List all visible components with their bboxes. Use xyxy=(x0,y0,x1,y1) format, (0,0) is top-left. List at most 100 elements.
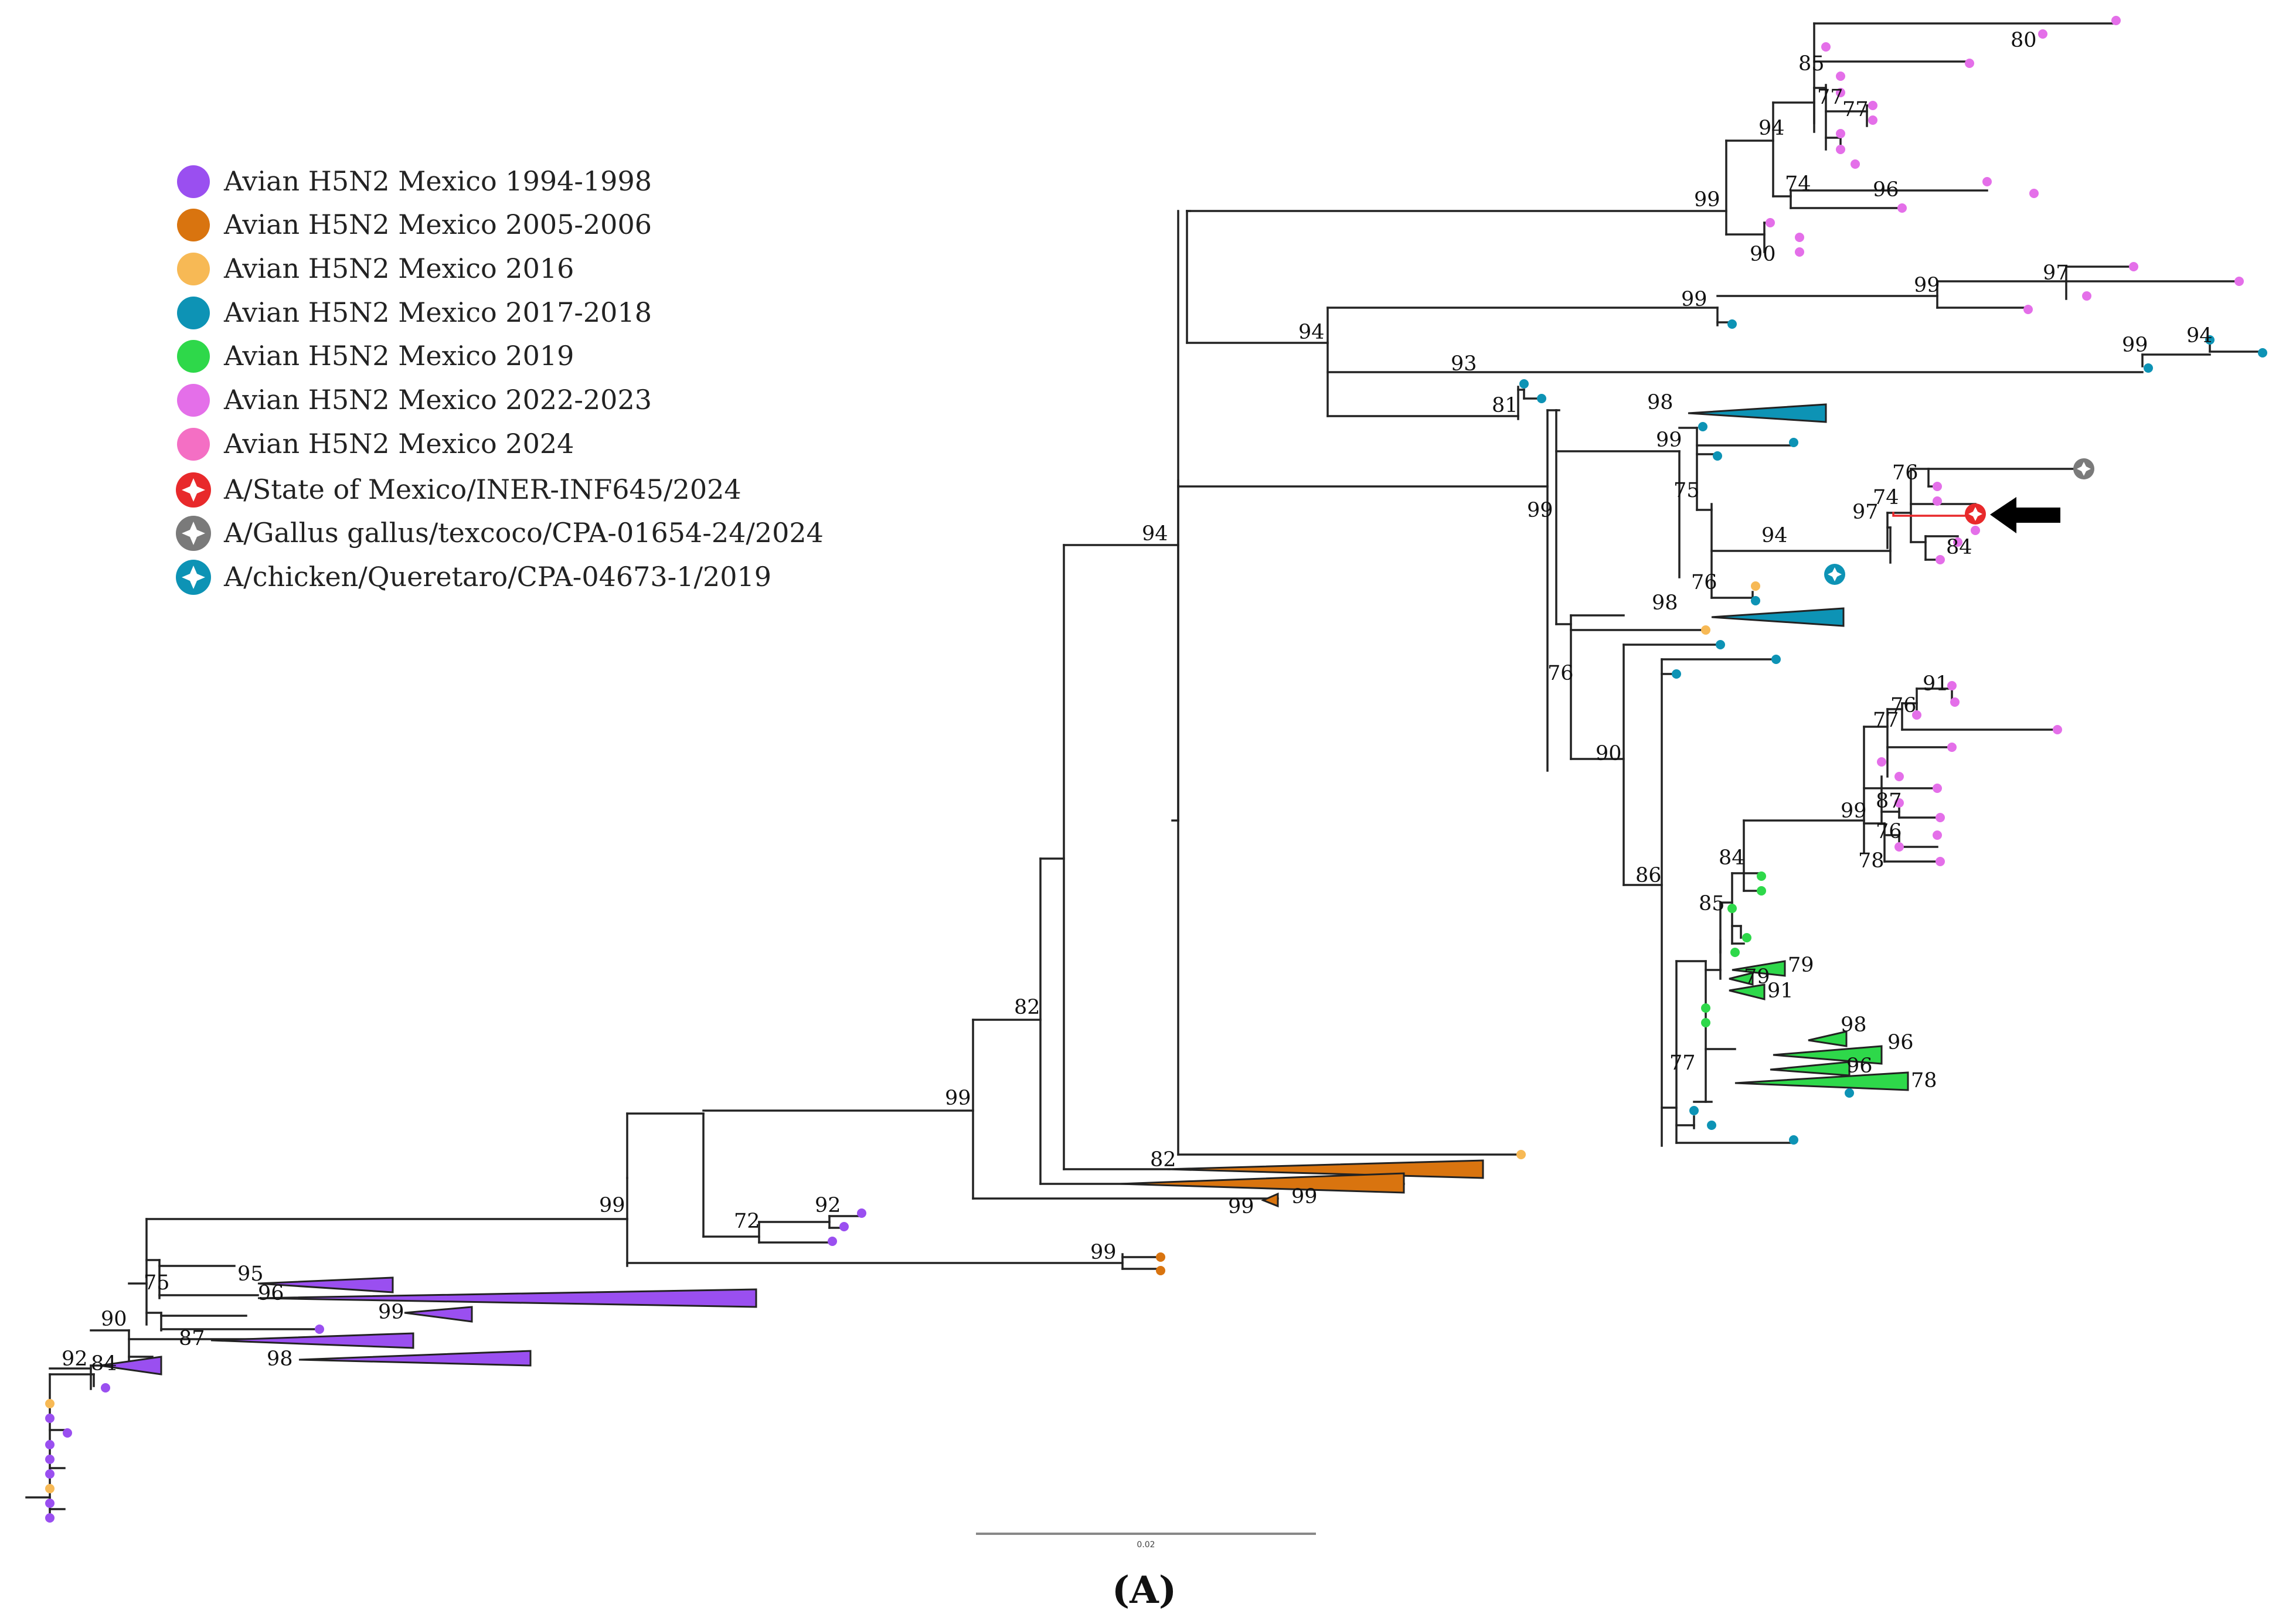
tip-dot-teal xyxy=(1713,451,1722,461)
tip-dot-pink xyxy=(1947,743,1957,752)
tip-dot-pink xyxy=(1821,42,1831,52)
legend-circle-icon-1994-1998 xyxy=(177,165,210,198)
tip-dot-pink xyxy=(1877,757,1886,767)
bootstrap-value: 78 xyxy=(1911,1069,1937,1092)
bootstrap-value: 77 xyxy=(1669,1051,1696,1075)
legend-label: Avian H5N2 Mexico 2022-2023 xyxy=(223,384,652,416)
legend-label: Avian H5N2 Mexico 2024 xyxy=(223,428,574,459)
clade-triangle-teal xyxy=(1711,607,1845,627)
legend-star-marker-icon-queretaro xyxy=(176,560,211,595)
tip-dot-purple xyxy=(101,1383,110,1393)
tip-star-marker-iner xyxy=(1965,503,1986,525)
tip-star-marker-texcoco xyxy=(2073,458,2094,479)
tip-dot-pink xyxy=(1836,145,1845,154)
tip-dot-teal xyxy=(2205,335,2215,345)
tip-dot-pink xyxy=(1836,129,1845,138)
tip-dot-pink xyxy=(1982,177,1992,186)
clade-triangle-green xyxy=(1808,1030,1848,1047)
tip-dot-purple xyxy=(45,1455,55,1464)
tip-dot-yellow xyxy=(1701,625,1710,635)
tip-dot-pink xyxy=(1947,681,1957,690)
bootstrap-value: 90 xyxy=(1596,742,1622,765)
tip-dot-yellow xyxy=(1751,581,1760,591)
tip-dot-pink xyxy=(1971,526,1980,535)
clade-triangle-green xyxy=(1734,1071,1909,1091)
bootstrap-value: 94 xyxy=(1758,117,1785,140)
legend-label: Avian H5N2 Mexico 2017-2018 xyxy=(223,297,652,328)
bootstrap-value: 84 xyxy=(1719,846,1745,870)
tip-dot-teal xyxy=(1672,669,1681,679)
legend-circle-icon-2019 xyxy=(177,340,210,373)
clade-triangle-purple xyxy=(404,1306,473,1323)
bootstrap-value: 99 xyxy=(1228,1195,1254,1218)
bootstrap-value: 87 xyxy=(179,1327,205,1350)
bootstrap-value: 87 xyxy=(1876,789,1902,813)
tip-dot-teal xyxy=(1707,1121,1716,1130)
bootstrap-value: 85 xyxy=(1699,892,1725,915)
bootstrap-value: 77 xyxy=(1842,98,1869,121)
tip-markers xyxy=(45,16,2267,1523)
tip-dot-purple xyxy=(45,1414,55,1423)
bootstrap-value: 98 xyxy=(1647,391,1673,414)
tip-dot-purple xyxy=(839,1222,849,1231)
tip-dot-purple xyxy=(45,1499,55,1508)
legend-circle-icon-2016 xyxy=(177,253,210,285)
tip-dot-teal xyxy=(1727,319,1737,329)
legend-label: A/Gallus gallus/texcoco/CPA-01654-24/202… xyxy=(223,517,824,549)
bootstrap-value: 99 xyxy=(1291,1185,1318,1208)
bootstrap-value: 95 xyxy=(237,1262,264,1286)
legend-circle-icon-2005-2006 xyxy=(177,209,210,241)
bootstrap-value: 96 xyxy=(1873,178,1899,202)
bootstrap-value: 92 xyxy=(62,1347,88,1371)
bootstrap-value: 77 xyxy=(1873,709,1899,732)
tip-dot-teal xyxy=(1789,438,1798,447)
bootstrap-value: 76 xyxy=(1892,461,1919,485)
tip-dot-teal xyxy=(1751,596,1760,605)
bootstrap-value: 93 xyxy=(1451,352,1477,376)
bootstrap-value: 86 xyxy=(1635,864,1662,887)
bootstrap-value: 90 xyxy=(1750,243,1776,266)
tip-dot-pink xyxy=(1894,842,1904,852)
bootstrap-value: 75 xyxy=(144,1271,170,1295)
tip-dot-pink xyxy=(1933,482,1942,491)
bootstrap-value: 85 xyxy=(1798,52,1825,76)
tip-dot-pink xyxy=(1894,772,1904,781)
bootstrap-value: 98 xyxy=(267,1347,293,1371)
tip-dot-teal xyxy=(1789,1135,1798,1145)
clade-triangle-orange xyxy=(1119,1172,1405,1194)
tip-dot-pink xyxy=(2023,305,2033,314)
legend-label: A/State of Mexico/INER-INF645/2024 xyxy=(223,474,741,505)
legend-label: Avian H5N2 Mexico 2005-2006 xyxy=(223,209,652,240)
bootstrap-value: 82 xyxy=(1150,1148,1176,1172)
bootstrap-value: 74 xyxy=(1785,172,1811,196)
tip-dot-pink xyxy=(2129,262,2138,271)
bootstrap-value: 94 xyxy=(1761,524,1788,547)
bootstrap-value: 99 xyxy=(1914,274,1940,297)
tip-dot-orange xyxy=(1156,1266,1165,1275)
tip-dot-teal xyxy=(1689,1106,1699,1115)
tip-dot-pink xyxy=(1894,798,1904,808)
tip-dot-purple xyxy=(828,1237,837,1246)
tip-dot-pink xyxy=(1936,813,1945,822)
legend: Avian H5N2 Mexico 1994-1998 Avian H5N2 M… xyxy=(176,165,824,595)
tip-dot-pink xyxy=(1868,115,1877,125)
tip-dot-pink xyxy=(1795,247,1804,257)
tip-dot-pink xyxy=(2082,291,2091,301)
bootstrap-value: 82 xyxy=(1014,996,1040,1019)
bootstrap-value: 99 xyxy=(2122,333,2148,357)
bootstrap-value: 99 xyxy=(1090,1241,1117,1264)
tip-dot-teal xyxy=(1698,422,1707,431)
legend-label: Avian H5N2 Mexico 2019 xyxy=(223,340,574,372)
tip-dot-purple xyxy=(63,1428,72,1438)
clade-triangle-purple xyxy=(210,1332,414,1349)
bootstrap-value: 77 xyxy=(1817,86,1843,109)
tip-dot-teal xyxy=(2144,363,2153,373)
bootstrap-value: 96 xyxy=(1846,1054,1873,1078)
tip-dot-teal xyxy=(2258,348,2267,358)
legend-label: A/chicken/Queretaro/CPA-04673-1/2019 xyxy=(223,561,771,593)
bootstrap-value: 99 xyxy=(1656,428,1682,452)
bootstrap-value: 98 xyxy=(1652,591,1678,615)
clade-triangle-green xyxy=(1770,1061,1851,1077)
tip-dot-orange xyxy=(1156,1252,1165,1262)
